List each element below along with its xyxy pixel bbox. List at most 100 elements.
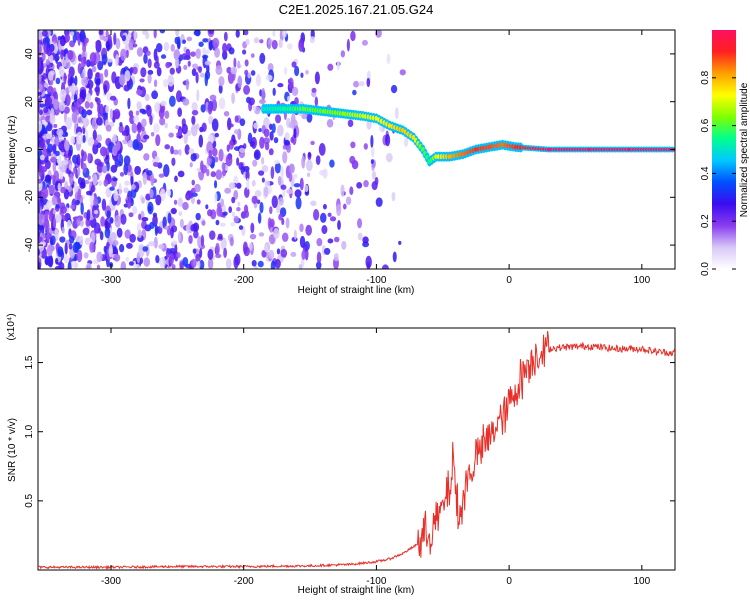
noise-speckle xyxy=(137,229,142,239)
noise-speckle xyxy=(310,140,315,146)
noise-speckle xyxy=(79,219,84,227)
noise-speckle xyxy=(76,153,81,166)
noise-speckle xyxy=(198,134,204,148)
snr-frame xyxy=(37,327,676,571)
noise-speckle xyxy=(155,254,160,264)
noise-speckle xyxy=(169,95,176,107)
noise-speckle xyxy=(103,245,107,253)
noise-speckle xyxy=(50,235,56,246)
noise-speckle xyxy=(82,44,87,53)
noise-speckle xyxy=(141,118,147,128)
noise-speckle xyxy=(53,217,57,228)
noise-speckle xyxy=(101,54,108,65)
noise-speckle xyxy=(65,94,71,107)
noise-speckle xyxy=(159,117,166,126)
noise-speckle xyxy=(212,37,220,48)
noise-speckle xyxy=(38,71,42,84)
noise-speckle xyxy=(113,253,121,262)
noise-speckle xyxy=(45,96,53,107)
noise-speckle xyxy=(329,159,335,168)
noise-speckle xyxy=(91,65,97,73)
noise-speckle xyxy=(272,87,276,96)
noise-speckle xyxy=(336,60,340,71)
noise-speckle xyxy=(67,150,72,161)
noise-speckle xyxy=(280,165,284,178)
figure-title: C2E1.2025.167.21.05.G24 xyxy=(279,2,434,17)
noise-speckle xyxy=(51,195,58,206)
noise-speckle xyxy=(280,184,287,190)
noise-speckle xyxy=(242,241,248,254)
noise-speckle xyxy=(273,228,280,240)
ridge-point xyxy=(321,109,325,113)
noise-speckle xyxy=(101,165,108,174)
noise-speckle xyxy=(42,241,46,247)
noise-speckle xyxy=(127,97,131,110)
noise-speckle xyxy=(274,162,281,174)
noise-speckle xyxy=(286,188,294,194)
noise-speckle xyxy=(119,122,123,127)
noise-speckle xyxy=(177,197,183,207)
noise-speckle xyxy=(177,36,181,48)
noise-speckle xyxy=(222,42,228,54)
noise-speckle xyxy=(58,65,65,77)
noise-speckle xyxy=(217,233,223,240)
noise-speckle xyxy=(214,132,219,138)
noise-speckle xyxy=(112,144,118,155)
noise-speckle xyxy=(156,42,163,53)
x-tick-label: 100 xyxy=(633,576,650,587)
noise-speckle xyxy=(352,89,357,96)
noise-speckle xyxy=(220,237,227,251)
noise-speckle xyxy=(52,143,57,154)
noise-speckle xyxy=(285,217,290,229)
noise-speckle xyxy=(300,72,304,79)
noise-speckle xyxy=(189,162,193,168)
noise-speckle xyxy=(72,242,80,254)
noise-speckle xyxy=(299,177,304,191)
noise-speckle xyxy=(236,207,241,212)
noise-speckle xyxy=(38,199,41,212)
noise-speckle xyxy=(363,143,368,150)
noise-speckle xyxy=(147,73,152,84)
x-tick-label: -100 xyxy=(366,275,386,286)
noise-speckle xyxy=(207,248,214,260)
noise-speckle xyxy=(270,260,276,269)
noise-speckle xyxy=(54,136,60,147)
noise-speckle xyxy=(104,220,109,229)
noise-speckle xyxy=(230,221,236,227)
noise-speckle xyxy=(193,230,199,239)
y-tick-label: -40 xyxy=(24,237,35,252)
noise-speckle xyxy=(273,137,279,144)
noise-speckle xyxy=(50,107,55,121)
noise-speckle xyxy=(73,181,78,193)
noise-speckle xyxy=(154,224,158,237)
noise-speckle xyxy=(38,43,42,56)
noise-speckle xyxy=(112,177,118,182)
noise-speckle xyxy=(45,221,50,232)
noise-speckle xyxy=(327,238,334,244)
noise-speckle xyxy=(288,163,295,174)
noise-speckle xyxy=(254,189,262,197)
noise-speckle xyxy=(236,182,242,189)
noise-speckle xyxy=(87,152,91,163)
noise-speckle xyxy=(38,109,44,116)
noise-speckle xyxy=(81,109,87,119)
noise-speckle xyxy=(298,39,305,52)
noise-speckle xyxy=(274,258,281,269)
noise-speckle xyxy=(213,180,218,189)
noise-speckle xyxy=(145,193,151,201)
noise-speckle xyxy=(175,125,180,130)
noise-speckle xyxy=(160,100,167,107)
bottom-x-axis-label: Height of straight line (km) xyxy=(298,585,415,596)
noise-speckle xyxy=(86,190,92,196)
noise-speckle xyxy=(52,209,57,215)
colorbar-gradient xyxy=(712,30,736,269)
noise-speckle xyxy=(147,69,154,75)
noise-speckle xyxy=(66,219,72,230)
noise-speckle xyxy=(195,212,201,221)
noise-speckle xyxy=(209,230,216,240)
noise-speckle xyxy=(248,97,255,106)
noise-speckle xyxy=(184,144,190,155)
noise-speckle xyxy=(349,186,354,196)
noise-speckle xyxy=(150,173,155,186)
top-y-axis-label: Frequency (Hz) xyxy=(7,116,18,185)
